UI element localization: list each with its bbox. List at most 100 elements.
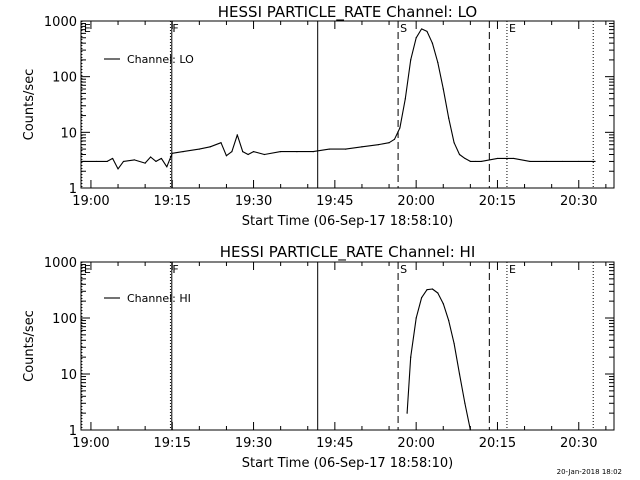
- plot-frame: [80, 261, 615, 431]
- data-point: [442, 88, 444, 90]
- y-tick-label: 1: [69, 424, 77, 439]
- data-point: [496, 157, 499, 160]
- legend-entry: Channel: LO: [127, 53, 194, 66]
- x-tick-label: 20:30: [560, 194, 597, 209]
- data-point: [437, 292, 439, 294]
- marker-label: S: [400, 22, 407, 35]
- data-point: [388, 142, 390, 144]
- series-line: [82, 28, 595, 170]
- data-point: [458, 373, 461, 375]
- data-point: [106, 160, 108, 163]
- y-tick-label: 10: [60, 368, 77, 383]
- data-point: [393, 138, 396, 140]
- x-tick-label: 19:30: [235, 436, 272, 451]
- data-point: [112, 157, 114, 160]
- data-point: [442, 303, 444, 305]
- chart-title: HESSI PARTICLE_RATE Channel: LO: [218, 3, 477, 22]
- y-tick-label: 1000: [44, 256, 77, 271]
- data-point: [431, 288, 434, 290]
- data-point: [171, 152, 173, 154]
- y-tick-label: 100: [52, 71, 77, 86]
- marker-label: S: [400, 263, 407, 276]
- data-point: [458, 153, 461, 156]
- chart-title: HESSI PARTICLE_RATE Channel: HI: [220, 243, 476, 262]
- y-tick-label: 100: [52, 312, 77, 327]
- data-point: [122, 160, 125, 163]
- marker-label: E: [509, 22, 516, 35]
- data-point: [513, 157, 515, 160]
- data-point: [480, 160, 482, 163]
- data-point: [448, 319, 450, 322]
- data-point: [242, 151, 244, 153]
- data-point: [296, 151, 298, 153]
- data-point: [166, 166, 168, 168]
- data-point: [82, 160, 84, 163]
- marker-label: E: [84, 22, 91, 35]
- data-point: [426, 30, 428, 33]
- x-tick-label: 19:15: [154, 436, 191, 451]
- data-point: [198, 148, 200, 150]
- y-tick-label: 1000: [44, 15, 77, 30]
- y-axis-label: Counts/sec: [22, 310, 37, 382]
- x-tick-label: 19:15: [154, 194, 191, 209]
- data-point: [529, 160, 531, 163]
- data-point: [415, 317, 417, 319]
- data-point: [247, 153, 249, 156]
- data-point: [426, 289, 428, 291]
- data-point: [415, 37, 417, 39]
- data-point: [328, 148, 331, 150]
- data-point: [377, 144, 379, 146]
- data-point: [594, 160, 596, 163]
- data-point: [144, 162, 146, 164]
- data-point: [464, 402, 466, 404]
- data-point: [578, 160, 580, 163]
- data-point: [475, 160, 477, 163]
- data-point: [399, 127, 401, 129]
- plot-frame: [80, 20, 615, 189]
- data-point: [404, 98, 406, 100]
- data-point: [420, 297, 423, 299]
- chart-panel-1: HESSI PARTICLE_RATE Channel: LO 19:00 19:1…: [22, 3, 615, 229]
- x-tick-label: 19:30: [235, 194, 272, 209]
- data-point: [209, 146, 211, 148]
- data-point: [410, 59, 412, 61]
- data-point: [410, 356, 412, 358]
- x-tick-label: 19:45: [316, 194, 353, 209]
- data-point: [437, 61, 439, 64]
- data-point: [469, 429, 471, 431]
- x-tick-label: 19:45: [316, 436, 353, 451]
- y-tick-label: 1: [69, 182, 77, 197]
- marker-label: E: [84, 263, 91, 276]
- x-tick-label: 19:00: [72, 436, 109, 451]
- y-tick-label: 10: [60, 126, 77, 141]
- x-tick-label: 20:30: [560, 436, 597, 451]
- legend-entry: Channel: HI: [127, 292, 191, 305]
- data-point: [406, 412, 408, 414]
- data-point: [252, 151, 255, 153]
- y-axis-label: Counts/sec: [22, 69, 37, 141]
- chart-panel-2: HESSI PARTICLE_RATE Channel: HI 19:00 19:1…: [22, 243, 615, 471]
- data-point: [312, 151, 314, 153]
- x-axis-label: Start Time (06-Sep-17 18:58:10): [242, 456, 453, 471]
- data-point: [545, 160, 547, 163]
- x-tick-label: 20:00: [397, 436, 434, 451]
- data-point: [448, 117, 450, 119]
- footer-timestamp: 20-Jan-2018 18:02: [557, 468, 622, 476]
- x-tick-label: 20:15: [479, 194, 516, 209]
- data-point: [160, 157, 163, 160]
- x-tick-label: 19:00: [72, 194, 109, 209]
- data-point: [231, 151, 233, 153]
- data-point: [453, 342, 455, 345]
- data-point: [182, 151, 184, 153]
- data-point: [469, 160, 471, 163]
- data-point: [453, 142, 455, 144]
- data-point: [133, 159, 135, 161]
- marker-label: F: [172, 263, 178, 276]
- data-point: [280, 151, 282, 153]
- data-point: [420, 28, 423, 30]
- x-tick-label: 20:15: [479, 436, 516, 451]
- marker-label: E: [509, 263, 516, 276]
- data-point: [361, 146, 363, 148]
- x-tick-label: 20:00: [397, 194, 434, 209]
